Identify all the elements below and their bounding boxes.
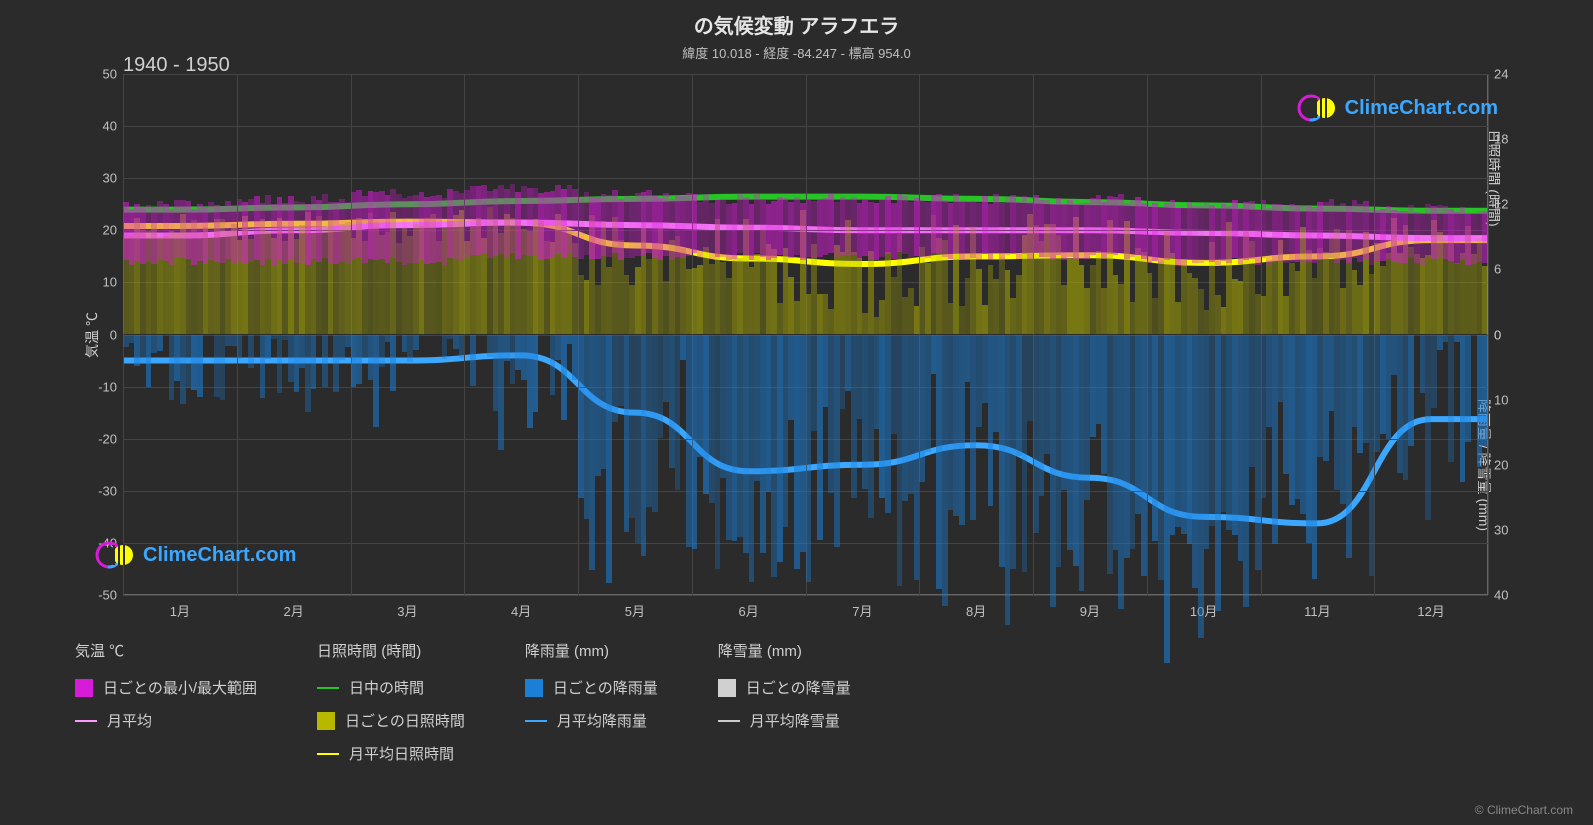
legend-label: 日ごとの降雨量	[553, 677, 658, 698]
x-tick-month: 6月	[738, 601, 758, 620]
legend-heading: 降雪量 (mm)	[718, 640, 851, 661]
legend-item: 日ごとの最小/最大範囲	[75, 677, 257, 698]
y-tick-right-bottom: 40	[1494, 588, 1508, 603]
y-tick-right-top: 24	[1494, 67, 1508, 82]
x-tick-month: 9月	[1080, 601, 1100, 620]
y-tick-left: 0	[110, 327, 117, 342]
legend-item: 日ごとの降雪量	[718, 677, 851, 698]
legend-label: 月平均日照時間	[349, 743, 454, 764]
elev-value: 954.0	[878, 46, 911, 61]
legend-item: 月平均日照時間	[317, 743, 465, 764]
legend-label: 月平均	[107, 710, 152, 731]
lon-value: -84.247	[793, 46, 837, 61]
y-tick-right-top: 6	[1494, 262, 1501, 277]
lat-label: 緯度	[682, 46, 708, 61]
legend-heading: 降雨量 (mm)	[525, 640, 658, 661]
legend-item: 月平均	[75, 710, 257, 731]
legend-group: 日照時間 (時間) 日中の時間日ごとの日照時間月平均日照時間	[317, 640, 465, 764]
climechart-logo-text: ClimeChart.com	[1345, 97, 1498, 120]
grid-line-h	[123, 595, 1488, 596]
legend-item: 月平均降雨量	[525, 710, 658, 731]
y-tick-left: 40	[103, 119, 117, 134]
y-axis-left-title: 気温 ℃	[82, 312, 102, 358]
y-tick-left: 20	[103, 223, 117, 238]
daily-bar	[1482, 335, 1488, 447]
legend-item: 月平均降雪量	[718, 710, 851, 731]
legend-item: 日ごとの日照時間	[317, 710, 465, 731]
legend: 気温 ℃ 日ごとの最小/最大範囲月平均 日照時間 (時間) 日中の時間日ごとの日照時間…	[75, 640, 1558, 764]
legend-label: 月平均降雪量	[750, 710, 840, 731]
legend-swatch	[525, 720, 547, 722]
legend-heading: 日照時間 (時間)	[317, 640, 465, 661]
chart-title: の気候変動 アラフエラ	[35, 10, 1558, 39]
legend-swatch	[525, 679, 543, 697]
legend-label: 日ごとの日照時間	[345, 710, 465, 731]
legend-swatch	[317, 712, 335, 730]
legend-swatch	[317, 753, 339, 755]
x-tick-month: 11月	[1304, 601, 1331, 620]
x-tick-month: 8月	[966, 601, 986, 620]
legend-group: 気温 ℃ 日ごとの最小/最大範囲月平均	[75, 640, 257, 764]
legend-label: 月平均降雨量	[557, 710, 647, 731]
legend-swatch	[75, 679, 93, 697]
y-tick-right-top: 18	[1494, 132, 1508, 147]
legend-swatch	[317, 687, 339, 689]
legend-label: 日ごとの最小/最大範囲	[103, 677, 257, 698]
elev-label: 標高	[849, 46, 875, 61]
x-tick-month: 3月	[397, 601, 417, 620]
climechart-logo: ClimeChart.com	[1297, 88, 1498, 128]
x-tick-month: 5月	[625, 601, 645, 620]
x-tick-month: 4月	[511, 601, 531, 620]
legend-group: 降雨量 (mm) 日ごとの降雨量月平均降雨量	[525, 640, 658, 764]
y-tick-right-bottom: 30	[1494, 522, 1508, 537]
legend-label: 日ごとの降雪量	[746, 677, 851, 698]
climechart-logo-icon	[95, 535, 135, 575]
y-tick-right-bottom: 10	[1494, 392, 1508, 407]
legend-swatch	[75, 720, 97, 722]
legend-item: 日ごとの降雨量	[525, 677, 658, 698]
y-tick-right-bottom: 0	[1494, 327, 1501, 342]
climechart-logo-icon	[1297, 88, 1337, 128]
grid-line-v	[1488, 74, 1489, 595]
climechart-logo: ClimeChart.com	[95, 535, 296, 575]
lon-label: 経度	[763, 46, 789, 61]
y-tick-right-bottom: 20	[1494, 457, 1508, 472]
x-tick-month: 1月	[170, 601, 190, 620]
y-tick-left: -20	[98, 431, 117, 446]
x-tick-month: 2月	[284, 601, 304, 620]
y-tick-left: -30	[98, 483, 117, 498]
daily-band	[123, 74, 1488, 595]
x-tick-month: 10月	[1190, 601, 1217, 620]
y-tick-left: 10	[103, 275, 117, 290]
legend-group: 降雪量 (mm) 日ごとの降雪量月平均降雪量	[718, 640, 851, 764]
x-tick-month: 12月	[1417, 601, 1444, 620]
y-tick-left: -10	[98, 379, 117, 394]
x-tick-month: 7月	[852, 601, 872, 620]
legend-label: 日中の時間	[349, 677, 424, 698]
plot-area: 気温 ℃ 日照時間 (時間) 降雨量 / 降雪量 (mm) 5040302010…	[123, 74, 1488, 595]
lat-value: 10.018	[712, 46, 752, 61]
legend-swatch	[718, 679, 736, 697]
chart-subtitle: 緯度 10.018 - 経度 -84.247 - 標高 954.0	[35, 43, 1558, 62]
legend-item: 日中の時間	[317, 677, 465, 698]
y-tick-left: 50	[103, 67, 117, 82]
y-tick-right-top: 12	[1494, 197, 1508, 212]
legend-swatch	[718, 720, 740, 722]
legend-heading: 気温 ℃	[75, 640, 257, 661]
climechart-logo-text: ClimeChart.com	[143, 544, 296, 567]
y-tick-left: -50	[98, 588, 117, 603]
y-tick-left: 30	[103, 171, 117, 186]
attribution: © ClimeChart.com	[1475, 803, 1573, 817]
